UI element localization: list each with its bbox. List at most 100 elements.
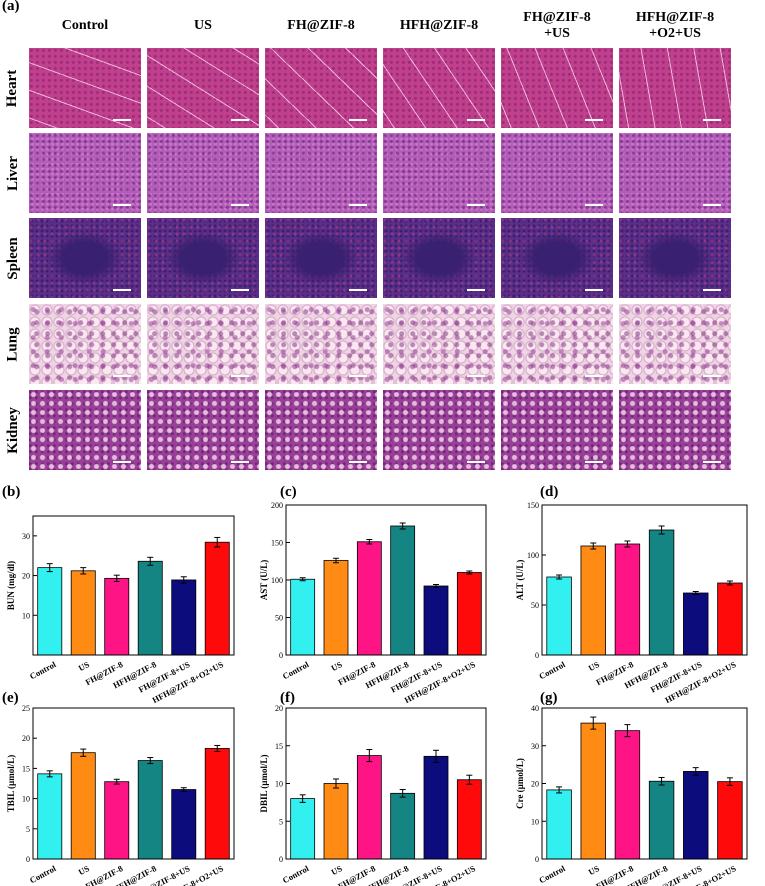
scale-bar [231,461,249,463]
y-tick-label: 30 [531,742,539,751]
bar [717,781,743,860]
scale-bar [349,119,367,121]
bar [717,582,743,656]
histology-image [147,133,259,213]
bar [546,789,572,860]
plot-frame [32,707,235,860]
scale-bar [231,119,249,121]
bar [456,779,482,860]
panel-label: (e) [2,690,19,706]
row-header-label: Heart [4,69,21,107]
plot-frame [285,504,487,656]
y-tick-label: 15 [275,742,283,751]
histology-panel: (a) Control US FH@ZIF-8 HFH@ZIF-8 FH@ZIF-8 +U… [2,0,731,470]
bar [70,570,96,656]
y-axis-label: ALT (U/L) [515,560,525,601]
x-tick-label: Control [537,863,567,885]
y-axis-label: BUN (mg/dl) [6,561,16,610]
scale-bar [585,119,603,121]
histology-image [265,218,377,298]
scale-bar [113,204,131,206]
row-header: Liver [2,133,24,213]
scale-bar [113,119,131,121]
bar [171,579,197,656]
x-tick-label: US [77,659,92,673]
scale-bar [703,119,721,121]
bar [104,577,130,656]
scale-bar [585,375,603,377]
bar [546,576,572,656]
x-tick-label: Control [28,863,58,885]
scale-bar [113,289,131,291]
histology-image [29,48,141,128]
y-tick-label: 0 [279,855,283,864]
scale-bar [231,375,249,377]
scale-bar [703,375,721,377]
scale-bar [585,461,603,463]
y-tick-label: 30 [22,532,30,541]
scale-bar [467,375,485,377]
scale-bar [231,289,249,291]
y-tick-label: 0 [535,855,539,864]
bar [137,760,163,860]
histology-image [265,390,377,470]
row-header-label: Kidney [4,406,21,454]
bar [683,771,709,860]
y-tick-label: 10 [22,795,30,804]
y-tick-label: 0 [26,855,30,864]
histology-image [501,48,613,128]
plot-frame [541,707,748,860]
y-tick-label: 20 [531,780,539,789]
y-tick-label: 100 [271,576,283,585]
scale-bar [703,289,721,291]
y-tick-label: 20 [22,734,30,743]
scale-bar [585,204,603,206]
column-header: Control [61,18,109,33]
bar [37,773,63,860]
biochemistry-charts: (b)Control USFH@ZIF-8HFH@ZIF-8FH@ZIF-8+US… [2,484,748,886]
x-tick-label: Control [281,659,311,681]
y-tick-label: 10 [22,611,30,620]
histology-image [619,218,731,298]
histology-image [619,48,731,128]
panel-label: (g) [540,690,558,706]
plot-frame [32,515,235,656]
column-header: HFH@ZIF-8 [399,18,479,33]
y-tick-label: 50 [531,601,539,610]
bar [356,755,382,860]
histology-image [29,390,141,470]
row-header: Heart [2,48,24,128]
scale-bar [231,204,249,206]
bar [390,792,416,860]
histology-image [29,218,141,298]
y-tick-label: 150 [271,539,283,548]
panel-label: (f) [280,690,295,706]
bar [580,722,606,860]
histology-image [383,390,495,470]
y-tick-label: 5 [26,825,30,834]
bar [323,783,349,860]
y-axis-label: TBIL (µmol/L) [6,755,16,812]
scale-bar [585,289,603,291]
bar [137,560,163,656]
panel-label: (b) [2,484,20,500]
bar [390,525,416,656]
y-tick-label: 10 [275,780,283,789]
column-header: US [194,18,212,33]
histology-image [501,133,613,213]
histology-image [265,133,377,213]
scale-bar [467,461,485,463]
y-tick-label: 0 [279,651,283,660]
bar [204,541,230,656]
bar [204,748,230,860]
y-axis-label: DBIL (µmol/L) [259,755,269,813]
row-header-label: Lung [4,326,21,362]
row-header: Kidney [2,390,24,470]
scale-bar [113,375,131,377]
scale-bar [467,119,485,121]
scale-bar [113,461,131,463]
y-axis-label: AST (U/L) [259,560,269,601]
x-tick-label: Control [281,863,311,885]
bar [290,798,316,860]
histology-image [619,304,731,384]
